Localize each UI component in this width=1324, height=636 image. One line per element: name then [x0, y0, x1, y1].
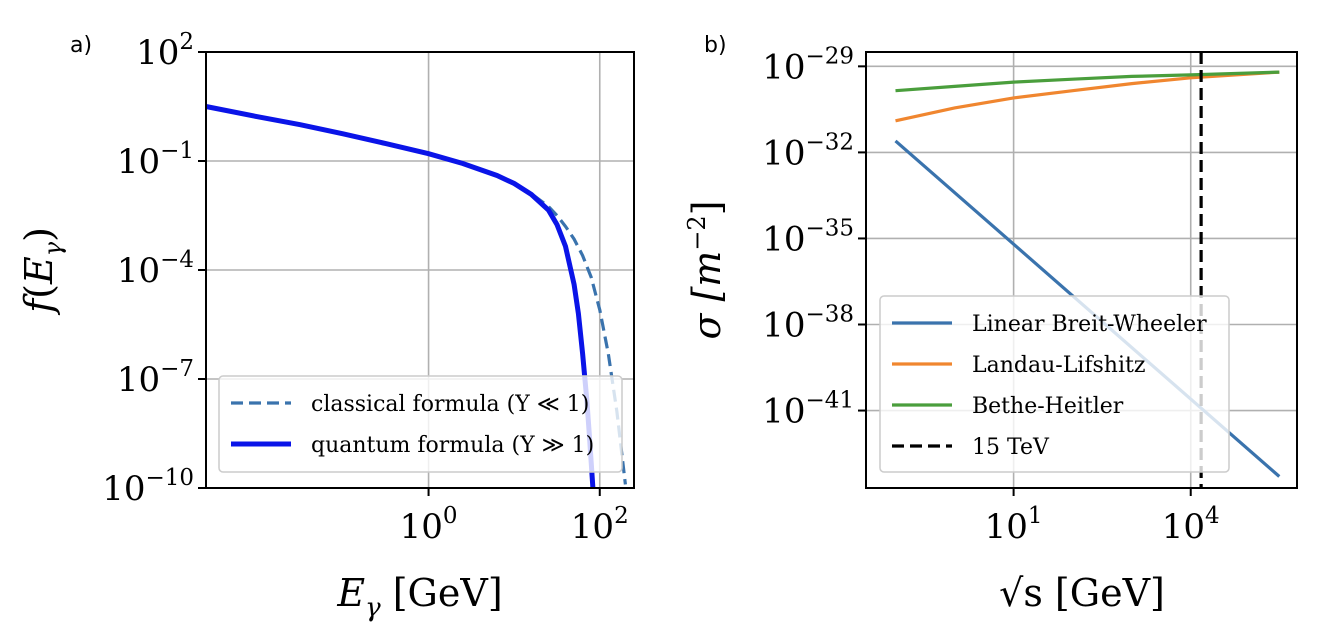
a-x-axis-label: Eγ [GeV]: [336, 571, 502, 623]
panel-b-frame: [865, 51, 1298, 489]
series-line-bethe-heitler: [895, 70, 1280, 93]
a-y-tick-label: 10−7: [117, 356, 194, 400]
a-y-tick-label: 10−1: [117, 138, 194, 182]
a-x-tick-label: 102: [571, 503, 629, 547]
b-y-tick-label: 10−41: [762, 388, 854, 432]
panel-b-label: b): [704, 33, 727, 58]
a-x-tick-label: 100: [400, 503, 458, 547]
panel-b: b) 101 104 10−29 10−32 10−35 10−38 10−41 Linea…: [683, 33, 1298, 615]
legend-entry: quantum formula (Υ ≫ 1): [311, 433, 594, 458]
b-y-tick-label: 10−38: [762, 302, 854, 346]
legend-entry: classical formula (Υ ≪ 1): [311, 392, 589, 417]
legend-entry: Linear Breit-Wheeler: [972, 312, 1207, 337]
legend-entry: Bethe-Heitler: [972, 394, 1124, 419]
a-legend-box: [218, 375, 623, 473]
a-y-axis-label: f(Eγ): [17, 227, 67, 316]
b-x-axis-label: √s [GeV]: [999, 571, 1165, 615]
b-x-tick-label: 101: [985, 503, 1043, 547]
a-y-tick-label: 10−10: [102, 465, 194, 509]
panel-a-legend: classical formula (Υ ≪ 1) quantum formula…: [218, 375, 623, 473]
a-y-tick-label: 10−4: [117, 247, 194, 291]
panel-b-legend: Linear Breit-Wheeler Landau-Lifshitz Bethe…: [879, 295, 1230, 473]
b-y-tick-label: 10−35: [762, 215, 854, 259]
b-x-tick-label: 104: [1162, 503, 1220, 547]
b-y-tick-label: 10−29: [762, 43, 854, 87]
panel-a: a) 100 102 102 10−1 10−4 10−7 10−10 classical …: [17, 29, 635, 623]
b-y-tick-label: 10−32: [762, 129, 854, 173]
b-legend-box: [879, 295, 1230, 473]
b-y-axis-label: σ [m−2]: [683, 200, 729, 339]
legend-entry: Landau-Lifshitz: [972, 353, 1145, 378]
panel-a-label: a): [70, 33, 92, 58]
series-line-landau-lifshitz: [895, 70, 1280, 123]
legend-entry: 15 TeV: [972, 435, 1050, 460]
a-y-tick-label: 102: [136, 29, 194, 73]
